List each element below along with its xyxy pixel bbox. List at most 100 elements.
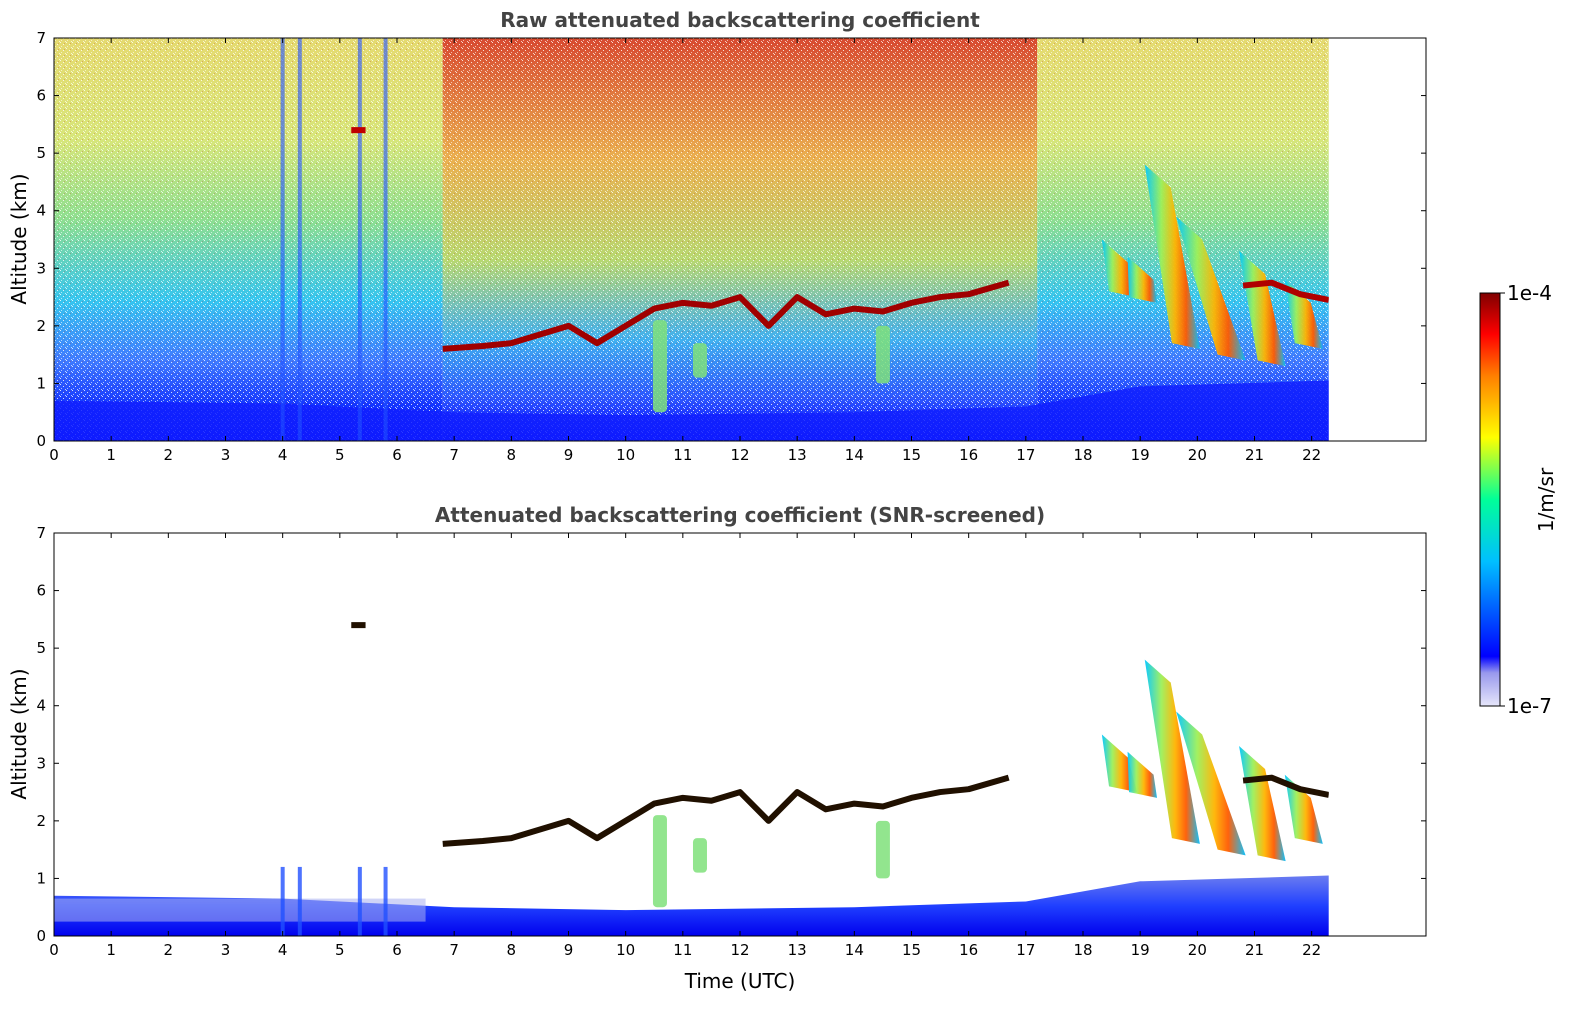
y-tick-label: 1 [36,374,46,392]
x-tick-label: 12 [730,941,749,959]
vertical-profile [297,38,302,441]
residual-layer [54,898,426,922]
boundary-layer [54,380,1329,441]
no-data-region [1328,533,1426,936]
colorbar: 1e-4 1e-7 1/m/sr [1479,281,1558,718]
x-tick-label: 4 [278,446,288,464]
aerosol-streak [652,815,667,908]
x-tick-label: 10 [616,446,635,464]
aerosol-streak [652,320,667,413]
panel2-title: Attenuated backscattering coefficient (S… [435,503,1045,527]
panel2-ylabel: Altitude (km) [7,668,31,799]
x-tick-label: 2 [164,446,174,464]
x-tick-label: 16 [959,941,978,959]
y-tick-label: 6 [36,582,46,600]
fall-streak [1239,746,1286,862]
x-tick-label: 5 [335,941,345,959]
colorbar-unit-label: 1/m/sr [1534,467,1558,532]
x-tick-label: 1 [106,446,116,464]
y-tick-label: 3 [36,754,46,772]
x-tick-label: 14 [845,446,864,464]
x-tick-label: 2 [164,941,174,959]
y-tick-label: 0 [36,927,46,945]
x-tick-label: 8 [507,446,517,464]
vertical-profile [357,866,362,936]
y-tick-label: 5 [36,144,46,162]
high-cloud-patch [351,622,366,629]
x-tick-label: 22 [1302,941,1321,959]
x-tick-label: 14 [845,941,864,959]
x-tick-label: 3 [221,446,231,464]
x-tick-label: 5 [335,446,345,464]
vertical-profile [280,866,285,936]
x-tick-label: 7 [449,941,459,959]
x-tick-label: 22 [1302,446,1321,464]
colorbar-gradient [1479,292,1501,707]
x-tick-label: 17 [1016,446,1035,464]
x-tick-label: 21 [1245,941,1264,959]
x-tick-label: 9 [564,941,574,959]
fall-streak [1284,774,1323,844]
x-tick-label: 11 [673,446,692,464]
aerosol-streak [875,325,890,384]
x-tick-label: 18 [1073,941,1092,959]
fall-streak [1176,216,1246,361]
colorbar-max-label: 1e-4 [1507,281,1552,305]
y-tick-label: 0 [36,432,46,450]
x-tick-label: 17 [1016,941,1035,959]
snr-screened-panel: Attenuated backscattering coefficient (S… [7,503,1427,993]
panel2-frame [53,532,1427,937]
x-tick-label: 9 [564,446,574,464]
x-tick-label: 10 [616,941,635,959]
y-tick-label: 4 [36,697,46,715]
x-tick-label: 7 [449,446,459,464]
no-data-region [1328,38,1426,441]
fall-streak [1101,239,1138,298]
y-tick-label: 7 [36,524,46,542]
panel1-title: Raw attenuated backscattering coefficien… [500,8,980,32]
late-cloud-layer [1242,279,1330,303]
panel2-heatmap [54,533,1426,936]
y-tick-label: 2 [36,317,46,335]
x-tick-label: 19 [1131,941,1150,959]
y-tick-label: 2 [36,812,46,830]
x-tick-label: 11 [673,941,692,959]
x-tick-label: 16 [959,446,978,464]
cloud-layer [442,774,1010,847]
x-tick-label: 15 [902,941,921,959]
x-tick-label: 19 [1131,446,1150,464]
fall-streak [1239,251,1286,367]
x-tick-label: 0 [49,941,59,959]
x-tick-label: 6 [392,446,402,464]
fall-streak [1101,734,1138,793]
fall-streak [1144,659,1200,844]
panel1-heatmap [54,38,1426,441]
x-tick-label: 20 [1188,941,1207,959]
y-tick-label: 6 [36,87,46,105]
raw-noise [54,38,1329,441]
aerosol-streak [692,838,707,873]
fall-streak [1127,256,1158,303]
panel1-ylabel: Altitude (km) [7,173,31,304]
y-tick-label: 1 [36,869,46,887]
x-tick-label: 21 [1245,446,1264,464]
aerosol-streak [875,820,890,879]
late-cloud-layer [1242,774,1330,798]
x-tick-label: 0 [49,446,59,464]
panel2-xlabel: Time (UTC) [684,969,796,993]
x-tick-label: 12 [730,446,749,464]
y-tick-label: 7 [36,29,46,47]
cloud-layer [442,279,1010,352]
x-tick-label: 18 [1073,446,1092,464]
raw-backscatter-panel: Raw attenuated backscattering coefficien… [7,8,1427,464]
y-tick-label: 4 [36,202,46,220]
x-tick-label: 3 [221,941,231,959]
y-tick-label: 5 [36,639,46,657]
vertical-profile [383,866,388,936]
aerosol-streak [692,343,707,378]
vertical-profile [280,38,285,441]
x-tick-label: 13 [788,941,807,959]
x-tick-label: 20 [1188,446,1207,464]
colorbar-min-label: 1e-7 [1507,694,1552,718]
fall-streak [1144,164,1200,349]
